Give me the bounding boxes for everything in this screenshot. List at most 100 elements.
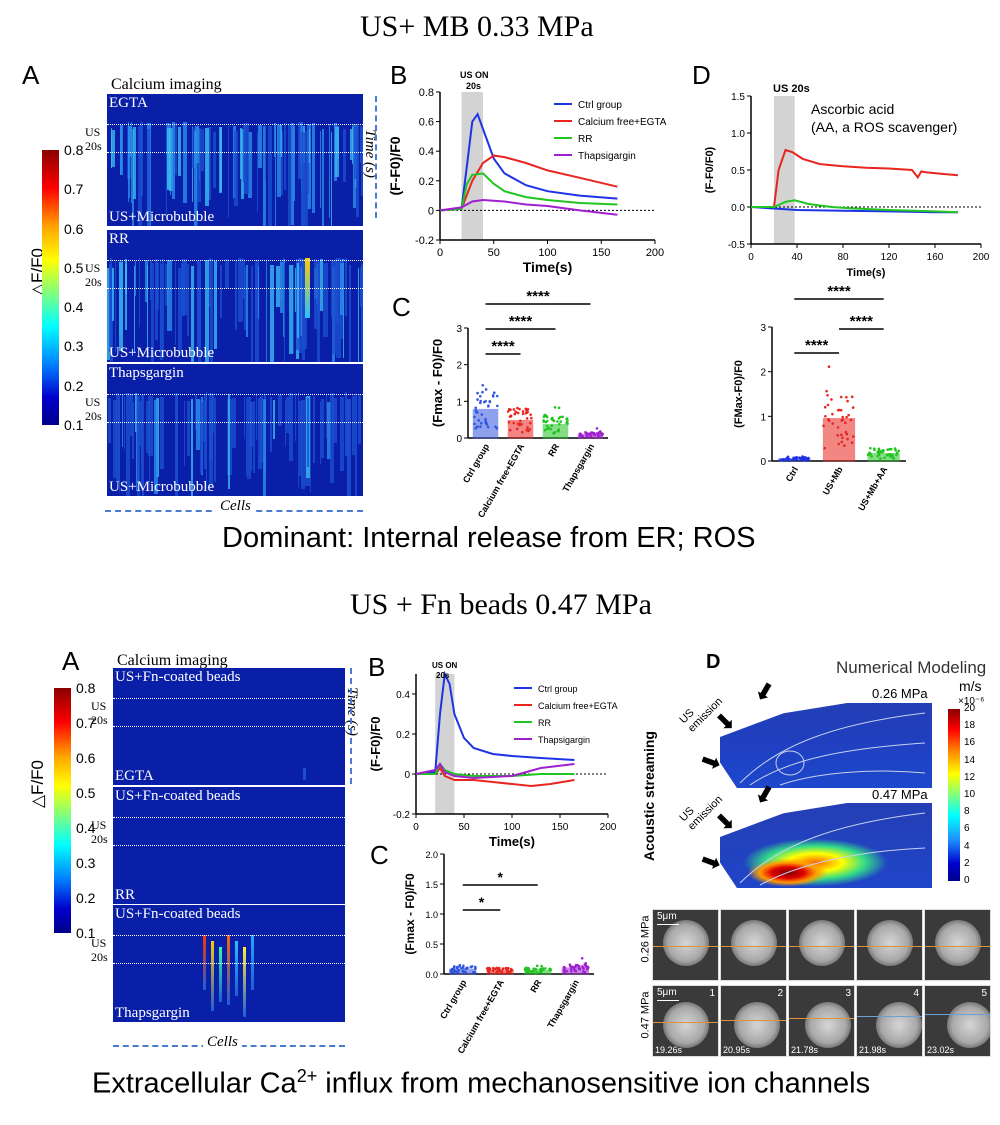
micro-row2-label: 0.47 MPa [639,991,652,1039]
panelA1-time-arrow [375,96,377,218]
modeling-streamlines-047 [739,812,926,886]
tracking-line [925,1014,990,1015]
data-point [889,447,893,451]
y-tick-label: -0.2 [415,235,434,247]
data-point [521,410,525,413]
heatmap-stripe [255,394,258,441]
data-point [583,963,587,966]
heatmap-stripe [124,264,128,330]
x-tick-label: 0 [748,252,754,263]
data-point [477,419,481,422]
colorbar-tick-label: 0.2 [64,377,84,394]
heatmap-stripe [168,128,174,191]
cell-image [935,920,981,966]
series-line [439,172,618,212]
legend-label: Calcium free+EGTA [578,117,667,128]
data-point [456,970,460,973]
y-tick-label: 0.4 [396,690,410,701]
heatmap-stripe [287,125,292,226]
heatmap-stripe [133,265,135,353]
heatmap-top-label: US+Fn-coated beads [115,669,241,685]
data-point [487,404,490,408]
heatmap-stripe [319,130,322,208]
heatmap-stripe [339,397,345,471]
heatmap-stripe [288,393,294,462]
panelD2-unit: m/s [959,678,982,694]
data-point [579,433,582,437]
heatmap-stripe [159,260,161,357]
heatmap-stripe [110,128,112,168]
data-point [526,426,529,429]
heatmap-stripe [124,259,128,295]
data-point [883,456,886,460]
data-point [581,434,584,438]
data-point [543,428,547,432]
data-point [868,451,871,455]
x-category-label: US+Mb [821,465,845,497]
section2-caption: Extracellular Ca2+ influx from mechanose… [92,1066,871,1100]
heatmap-stripe [153,400,159,494]
series-line [415,670,575,775]
heatmap-bottom-label: Thapsgargin [115,1005,190,1021]
scale-bar [657,1000,679,1001]
data-point [452,965,456,968]
heatmap-stripe [257,125,263,169]
us-label: 20s [91,950,108,964]
heatmap-bottom-label: US+Microbubble [109,345,215,361]
heatmap-stripe [303,768,306,780]
heatmap-stripe [257,397,262,469]
heatmap-stripe [232,398,236,449]
data-point [491,966,495,970]
heatmap-stripe [313,396,315,464]
x-tick-label: 100 [504,822,521,833]
significance-label: **** [827,285,851,300]
heatmap-stripe [120,125,124,175]
panelB1-line-chart: -0.200.20.40.60.80 50 100 150 200Time(s)(F-F… [387,70,667,275]
data-point [845,415,848,419]
data-point [450,971,454,974]
data-point [866,453,870,457]
colorbar-tick-label: 4 [964,840,970,852]
heatmap-stripe [276,265,281,307]
heatmap-stripe [336,258,342,359]
series-line [751,148,959,208]
panelD1-letter: D [692,60,711,90]
heatmap-stripe [245,264,248,337]
colorbar-tick-label: 0.1 [76,925,96,941]
data-point [845,432,849,436]
series-line [439,112,618,212]
panelC2-letter: C [370,840,389,870]
heatmap-stripe [137,396,141,496]
series-line [439,154,618,212]
data-point [476,391,479,395]
data-point [583,970,587,974]
us-shade-region [774,96,795,244]
us-label: US [91,699,107,713]
data-point [497,966,501,970]
data-point [481,383,485,387]
y-axis-label: (Fmax - F0)/F0 [430,339,445,427]
heatmap-stripe [298,401,303,476]
data-point [559,420,563,423]
data-point [484,417,487,421]
colorbar-tick-label: 0.2 [76,890,96,906]
data-point [535,964,539,968]
heatmap-stripe [242,258,245,299]
significance-label: * [498,869,504,885]
data-point [846,399,849,403]
y-tick-label: 0 [404,770,410,781]
heatmap-stripe [257,266,259,320]
data-point [512,408,516,411]
heatmap-stripe [183,400,186,466]
y-tick-label: 1.0 [731,129,745,140]
data-point [825,389,828,393]
data-point [533,967,537,971]
data-point [508,428,512,432]
us-label: 20s [91,832,108,846]
heatmap-stripe [259,396,263,464]
data-point [515,427,519,431]
data-point [882,449,885,452]
heatmap-stripe [129,393,134,436]
tracking-line [925,946,990,947]
